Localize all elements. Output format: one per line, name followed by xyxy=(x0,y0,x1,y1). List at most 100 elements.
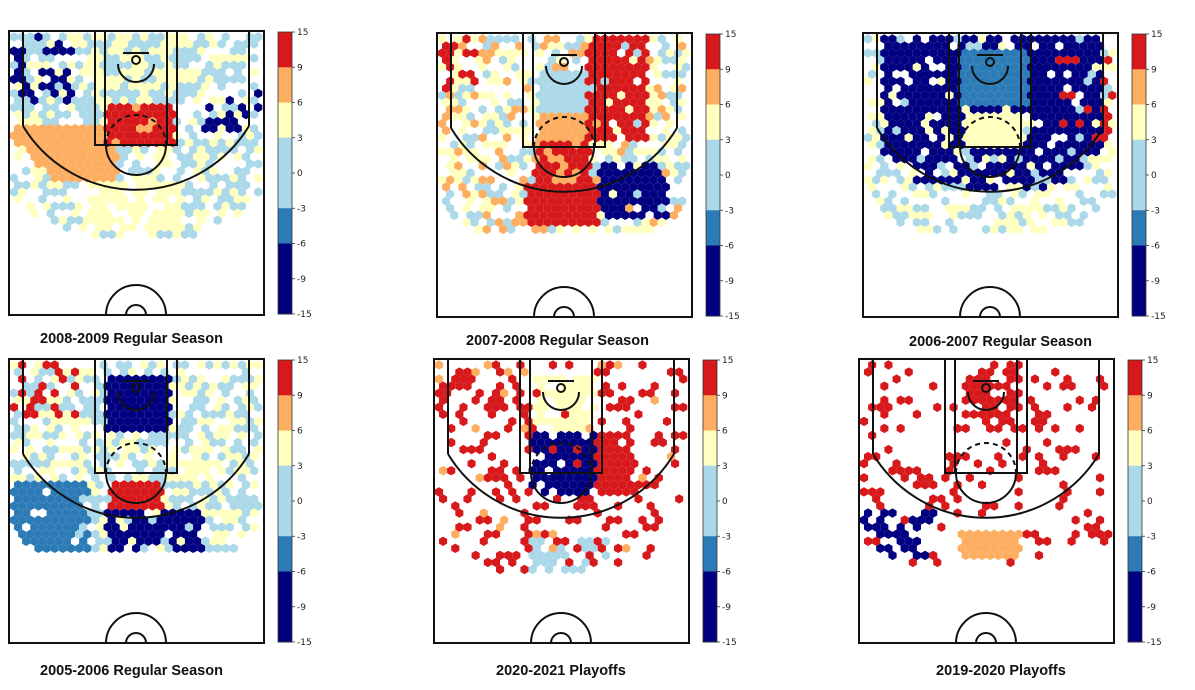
hexbin xyxy=(601,480,610,490)
hexbin xyxy=(900,41,909,51)
hexbin xyxy=(1055,55,1064,65)
hexbin xyxy=(531,210,540,220)
hexbin xyxy=(148,487,157,497)
hexbin xyxy=(642,550,651,561)
hexbin xyxy=(14,508,23,518)
colorbar-tick-label: -6 xyxy=(1151,242,1160,252)
hexbin xyxy=(1030,69,1039,79)
hexbin xyxy=(577,409,586,419)
hexbin xyxy=(250,437,259,448)
hexbin xyxy=(953,161,962,171)
hexbin xyxy=(888,62,897,72)
hexbin xyxy=(637,224,646,235)
hexbin xyxy=(1104,168,1113,178)
hexbin xyxy=(504,480,513,490)
hexbin xyxy=(132,487,141,497)
hexbin xyxy=(496,395,505,405)
hexbin xyxy=(896,76,905,86)
hexbin xyxy=(1047,83,1056,93)
hexbin xyxy=(254,501,263,511)
hexbin xyxy=(625,175,634,185)
hexbin xyxy=(140,487,149,497)
hexbin xyxy=(176,536,185,546)
hexbin xyxy=(217,123,226,134)
hexbin xyxy=(1006,529,1015,539)
hexbin xyxy=(998,416,1007,427)
hexbin xyxy=(608,104,617,115)
hexbin xyxy=(119,152,128,162)
hexbin xyxy=(900,125,909,136)
hexbin xyxy=(876,501,885,511)
hexbin xyxy=(1063,182,1072,192)
hexbin xyxy=(1026,395,1035,405)
hexbin xyxy=(42,360,51,370)
hexbin xyxy=(451,543,460,553)
hexbin xyxy=(156,515,165,525)
hexbin xyxy=(450,210,459,220)
hexbin xyxy=(75,515,84,525)
hexbin xyxy=(515,97,524,108)
hexbin xyxy=(46,39,55,49)
hexbin xyxy=(152,67,161,77)
hexbin xyxy=(1071,83,1080,93)
colorbar-tick-label: -9 xyxy=(725,277,734,287)
hexbin xyxy=(605,444,614,455)
hexbin xyxy=(103,494,112,504)
hexbin xyxy=(99,187,108,197)
hexbin xyxy=(451,374,460,384)
hexbin xyxy=(132,32,141,42)
hexbin xyxy=(217,466,226,476)
hexbin xyxy=(961,76,970,86)
hexbin xyxy=(176,423,185,434)
colorbar-segment xyxy=(1132,69,1146,105)
hexbin xyxy=(217,395,226,405)
hexbin xyxy=(246,159,255,169)
hexbin xyxy=(79,409,88,419)
hexbin xyxy=(54,409,63,419)
hexbin xyxy=(990,543,999,553)
hexbin xyxy=(912,133,921,143)
hexbin xyxy=(994,550,1003,561)
hexbin xyxy=(66,102,76,113)
hexbin xyxy=(679,402,688,412)
hexbin xyxy=(564,111,573,122)
hexbin xyxy=(241,138,251,148)
hexbin xyxy=(58,374,67,384)
hexbin xyxy=(572,55,581,65)
hexbin xyxy=(470,48,479,58)
hexbin xyxy=(614,487,623,497)
hexbin xyxy=(71,208,80,218)
hexbin xyxy=(450,140,459,150)
hexbin xyxy=(1030,125,1039,136)
hexbin xyxy=(650,480,659,490)
hexbin xyxy=(912,217,921,227)
hexbin xyxy=(254,444,263,455)
colorbar-tick-label: 15 xyxy=(1151,30,1162,40)
hexbin xyxy=(22,423,31,434)
hexbin xyxy=(71,180,80,190)
hexbin xyxy=(532,416,541,427)
hexbin xyxy=(536,550,545,561)
hexbin xyxy=(945,147,954,157)
hexbin xyxy=(859,416,869,427)
hexbin xyxy=(986,34,995,44)
hexbin xyxy=(184,494,194,504)
hexbin xyxy=(221,374,230,384)
hexbin xyxy=(180,388,189,398)
hexbin xyxy=(107,374,116,384)
hexbin xyxy=(490,140,499,150)
hexbin xyxy=(455,367,464,377)
hexbin xyxy=(617,90,626,101)
hexbin xyxy=(593,451,602,462)
colorbar-tick-label: 0 xyxy=(297,497,303,507)
hexbin xyxy=(18,501,27,511)
hexbin xyxy=(641,76,650,86)
hexbin xyxy=(478,118,487,129)
hexbin xyxy=(50,159,59,169)
hexbin xyxy=(657,161,666,171)
hexbin xyxy=(34,529,43,539)
hexbin xyxy=(229,374,238,384)
hexbin xyxy=(168,409,177,419)
